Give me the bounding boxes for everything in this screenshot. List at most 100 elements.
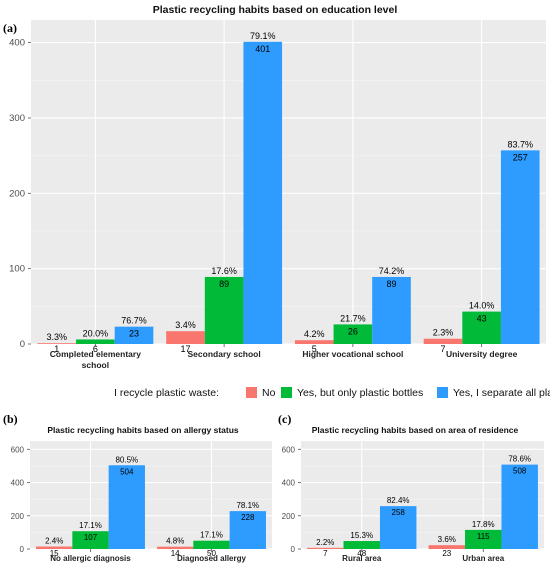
chart-c-bar-bottles xyxy=(343,541,380,549)
chart-b-percent-label: 4.8% xyxy=(166,537,184,546)
chart-b-bar-bottles xyxy=(72,531,109,549)
chart-a-percent-label: 3.3% xyxy=(46,332,67,342)
chart-a-percent-label: 2.3% xyxy=(433,328,454,338)
chart-a-y-tick-label: 400 xyxy=(9,38,25,49)
chart-c-count-label: 23 xyxy=(442,549,451,558)
chart-a-percent-label: 3.4% xyxy=(175,320,196,330)
chart-c-count-label: 48 xyxy=(357,549,366,558)
legend: I recycle plastic waste: No Yes, but onl… xyxy=(114,387,550,399)
chart-c-category-label: Urban area xyxy=(462,554,504,563)
chart-b-count-label: 15 xyxy=(50,549,59,558)
chart-c-count-label: 115 xyxy=(477,532,490,541)
chart-a-y-tick-label: 100 xyxy=(9,264,25,275)
chart-a-panel-letter: (a) xyxy=(3,21,17,35)
chart-a-count-label: 43 xyxy=(477,314,487,324)
chart-a-percent-label: 14.0% xyxy=(469,301,495,311)
chart-b-category-label: No allergic diagnosis xyxy=(50,554,131,563)
chart-a-percent-label: 79.1% xyxy=(250,31,276,41)
chart-c-percent-label: 15.3% xyxy=(350,531,373,540)
chart-a-count-label: 23 xyxy=(129,329,139,339)
chart-c-y-tick-label: 400 xyxy=(282,479,296,488)
chart-b-count-label: 228 xyxy=(241,513,255,522)
chart-c-category-label: Rural area xyxy=(342,554,382,563)
chart-a-count-label: 89 xyxy=(386,279,396,289)
legend-label-no: No xyxy=(262,387,276,399)
chart-a-count-label: 26 xyxy=(348,326,358,336)
legend-title: I recycle plastic waste: xyxy=(114,387,219,399)
chart-a-bar-all xyxy=(114,326,154,344)
chart-b-bar-all xyxy=(229,511,266,549)
legend-label-bottles: Yes, but only plastic bottles xyxy=(297,387,423,399)
chart-a-count-label: 257 xyxy=(513,152,528,162)
chart-a-bar-bottles xyxy=(76,339,115,344)
chart-a-count-label: 17 xyxy=(180,344,190,354)
chart-a-y-tick-label: 200 xyxy=(9,188,25,199)
chart-a-bar-all xyxy=(372,276,411,344)
chart-c-percent-label: 78.6% xyxy=(508,455,531,464)
chart-a-bar-bottles xyxy=(333,324,373,344)
chart-a-bar-no xyxy=(423,338,463,344)
legend-swatch-all xyxy=(437,387,448,398)
chart-a-percent-label: 21.7% xyxy=(340,313,366,323)
legend-swatch-bottles xyxy=(281,387,292,398)
chart-c-bar-no xyxy=(307,547,344,549)
chart-b-category-label: Diagnosed allergy xyxy=(177,554,246,563)
chart-b-bar-no xyxy=(36,546,73,549)
chart-b: 0 200 400 600 15 2.4% 107 17.1% 504 80.5% No aller… xyxy=(11,441,272,563)
chart-b-y-tick-label: 600 xyxy=(11,445,25,454)
chart-b-count-label: 14 xyxy=(171,549,180,558)
legend-swatch-no xyxy=(246,387,257,398)
chart-c-bar-bottles xyxy=(465,529,502,549)
chart-b-count-label: 504 xyxy=(120,467,134,476)
chart-c-percent-label: 2.2% xyxy=(316,538,334,547)
chart-a-percent-label: 74.2% xyxy=(379,266,405,276)
chart-b-title: Plastic recycling habits based on allerg… xyxy=(47,425,239,435)
chart-a-plot-area xyxy=(31,20,546,344)
chart-a-bar-bottles xyxy=(462,311,501,344)
chart-b-bar-bottles xyxy=(193,540,230,549)
chart-a-category-label: Higher vocational school xyxy=(302,349,403,359)
chart-a-bar-all xyxy=(500,150,540,344)
chart-c: 0 200 400 600 7 2.2% 48 15.3% 258 82.4% Rural area… xyxy=(282,441,544,563)
chart-b-percent-label: 80.5% xyxy=(115,455,138,464)
chart-a-category-label: University degree xyxy=(446,349,518,359)
chart-b-percent-label: 17.1% xyxy=(79,521,102,530)
chart-c-bar-no xyxy=(428,545,466,549)
chart-a-y-tick-label: 300 xyxy=(9,113,25,124)
chart-c-y-tick-label: 600 xyxy=(282,445,296,454)
chart-a-y-tick-label: 0 xyxy=(20,339,25,350)
chart-c-bar-all xyxy=(379,506,417,549)
chart-c-panel-letter: (c) xyxy=(278,412,291,426)
chart-a-bar-bottles xyxy=(204,276,244,344)
chart-a-count-label: 7 xyxy=(440,344,445,354)
chart-a-count-label: 6 xyxy=(93,344,98,354)
chart-c-percent-label: 82.4% xyxy=(387,496,410,505)
chart-a-count-label: 401 xyxy=(255,44,270,54)
chart-a-title: Plastic recycling habits based on educat… xyxy=(153,4,398,16)
legend-label-all: Yes, I separate all plastics xyxy=(453,387,550,399)
chart-b-y-tick-label: 400 xyxy=(11,479,25,488)
chart-b-panel-letter: (b) xyxy=(3,412,18,426)
chart-a-percent-label: 4.2% xyxy=(304,329,325,339)
chart-a-count-label: 5 xyxy=(312,344,317,354)
chart-a-bar-all xyxy=(243,41,283,344)
chart-a-count-label: 89 xyxy=(219,279,229,289)
chart-a-bar-no xyxy=(37,343,77,344)
chart-a-percent-label: 83.7% xyxy=(507,139,533,149)
chart-c-count-label: 508 xyxy=(513,467,527,476)
chart-b-y-tick-label: 200 xyxy=(11,512,25,521)
chart-a-category-label: Completed elementary school xyxy=(50,349,141,370)
chart-b-percent-label: 2.4% xyxy=(45,537,63,546)
chart-a-category-label: Secondary school xyxy=(188,349,261,359)
chart-c-title: Plastic recycling habits based on area o… xyxy=(312,425,519,435)
chart-a-count-label: 1 xyxy=(54,344,59,354)
chart-a-bar-no xyxy=(294,340,334,344)
chart-a-percent-label: 20.0% xyxy=(83,328,109,338)
chart-c-percent-label: 3.6% xyxy=(438,535,456,544)
chart-b-percent-label: 17.1% xyxy=(200,531,223,540)
chart-c-y-tick-label: 200 xyxy=(282,512,296,521)
chart-c-count-label: 258 xyxy=(392,508,406,517)
chart-a-percent-label: 76.7% xyxy=(121,316,147,326)
chart-c-count-label: 7 xyxy=(323,549,328,558)
